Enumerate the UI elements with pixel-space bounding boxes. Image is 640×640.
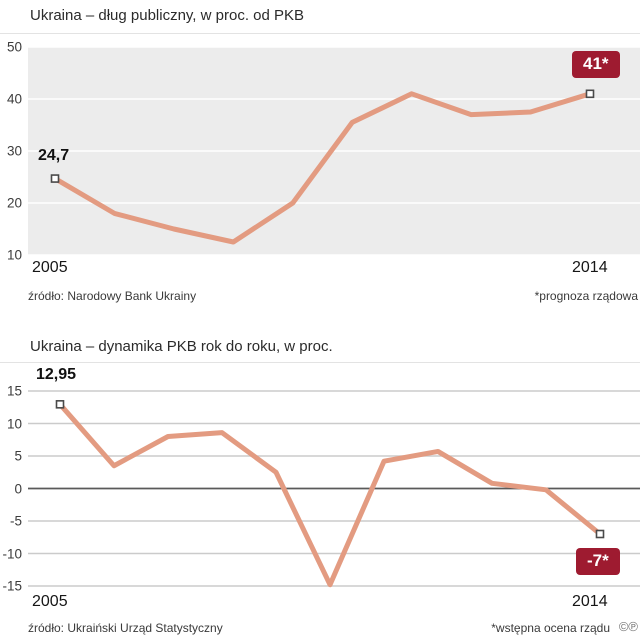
public-debt-line-chart bbox=[28, 46, 640, 256]
y-tick-label: -10 bbox=[2, 546, 22, 561]
public-debt-chart-title: Ukraina – dług publiczny, w proc. od PKB bbox=[30, 7, 305, 24]
gdp-growth-line-chart bbox=[28, 390, 640, 588]
y-tick-label: 50 bbox=[6, 39, 22, 55]
public-debt-y-axis-labels: 50 40 30 20 10 bbox=[0, 40, 25, 263]
y-tick-label: 30 bbox=[6, 143, 22, 159]
gdp-growth-chart-title: Ukraina – dynamika PKB rok do roku, w pr… bbox=[30, 338, 333, 355]
y-tick-label: 10 bbox=[6, 416, 22, 431]
y-tick-label: 10 bbox=[6, 247, 22, 263]
source-note: źródło: Narodowy Bank Ukrainy bbox=[28, 289, 197, 303]
y-tick-label: -15 bbox=[2, 578, 22, 594]
y-tick-label: -5 bbox=[9, 513, 22, 529]
point-marker bbox=[585, 89, 595, 99]
y-tick-label: 20 bbox=[6, 195, 22, 211]
x-axis-start-year: 2005 bbox=[32, 259, 68, 276]
x-axis-end-year: 2014 bbox=[572, 259, 608, 276]
copyright-marks: ©℗ bbox=[618, 619, 638, 634]
first-point-value-label: 12,95 bbox=[36, 366, 77, 383]
footnote: *prognoza rządowa bbox=[534, 289, 638, 303]
y-tick-label: 15 bbox=[6, 383, 22, 399]
gdp-growth-plot-area bbox=[28, 390, 640, 588]
point-marker bbox=[55, 400, 65, 409]
y-tick-label: 0 bbox=[14, 481, 22, 496]
x-axis-end-year: 2014 bbox=[572, 593, 608, 610]
forecast-value-badge: 41* bbox=[572, 51, 620, 78]
data-line bbox=[52, 91, 593, 245]
point-marker bbox=[50, 174, 60, 183]
y-tick-label: 5 bbox=[14, 448, 22, 464]
forecast-value-badge: -7* bbox=[576, 548, 620, 575]
data-line bbox=[57, 401, 603, 588]
gdp-growth-y-axis-labels: 15 10 5 0 -5 -10 -15 bbox=[0, 384, 25, 594]
point-marker bbox=[595, 529, 605, 539]
public-debt-plot-area bbox=[28, 46, 640, 256]
y-tick-label: 40 bbox=[6, 91, 22, 107]
footnote: *wstępna ocena rządu bbox=[491, 621, 610, 635]
title-divider bbox=[0, 33, 640, 34]
source-note: źródło: Ukraiński Urząd Statystyczny bbox=[28, 621, 223, 635]
x-axis-start-year: 2005 bbox=[32, 593, 68, 610]
first-point-value-label: 24,7 bbox=[38, 147, 70, 164]
title-divider bbox=[0, 362, 640, 363]
